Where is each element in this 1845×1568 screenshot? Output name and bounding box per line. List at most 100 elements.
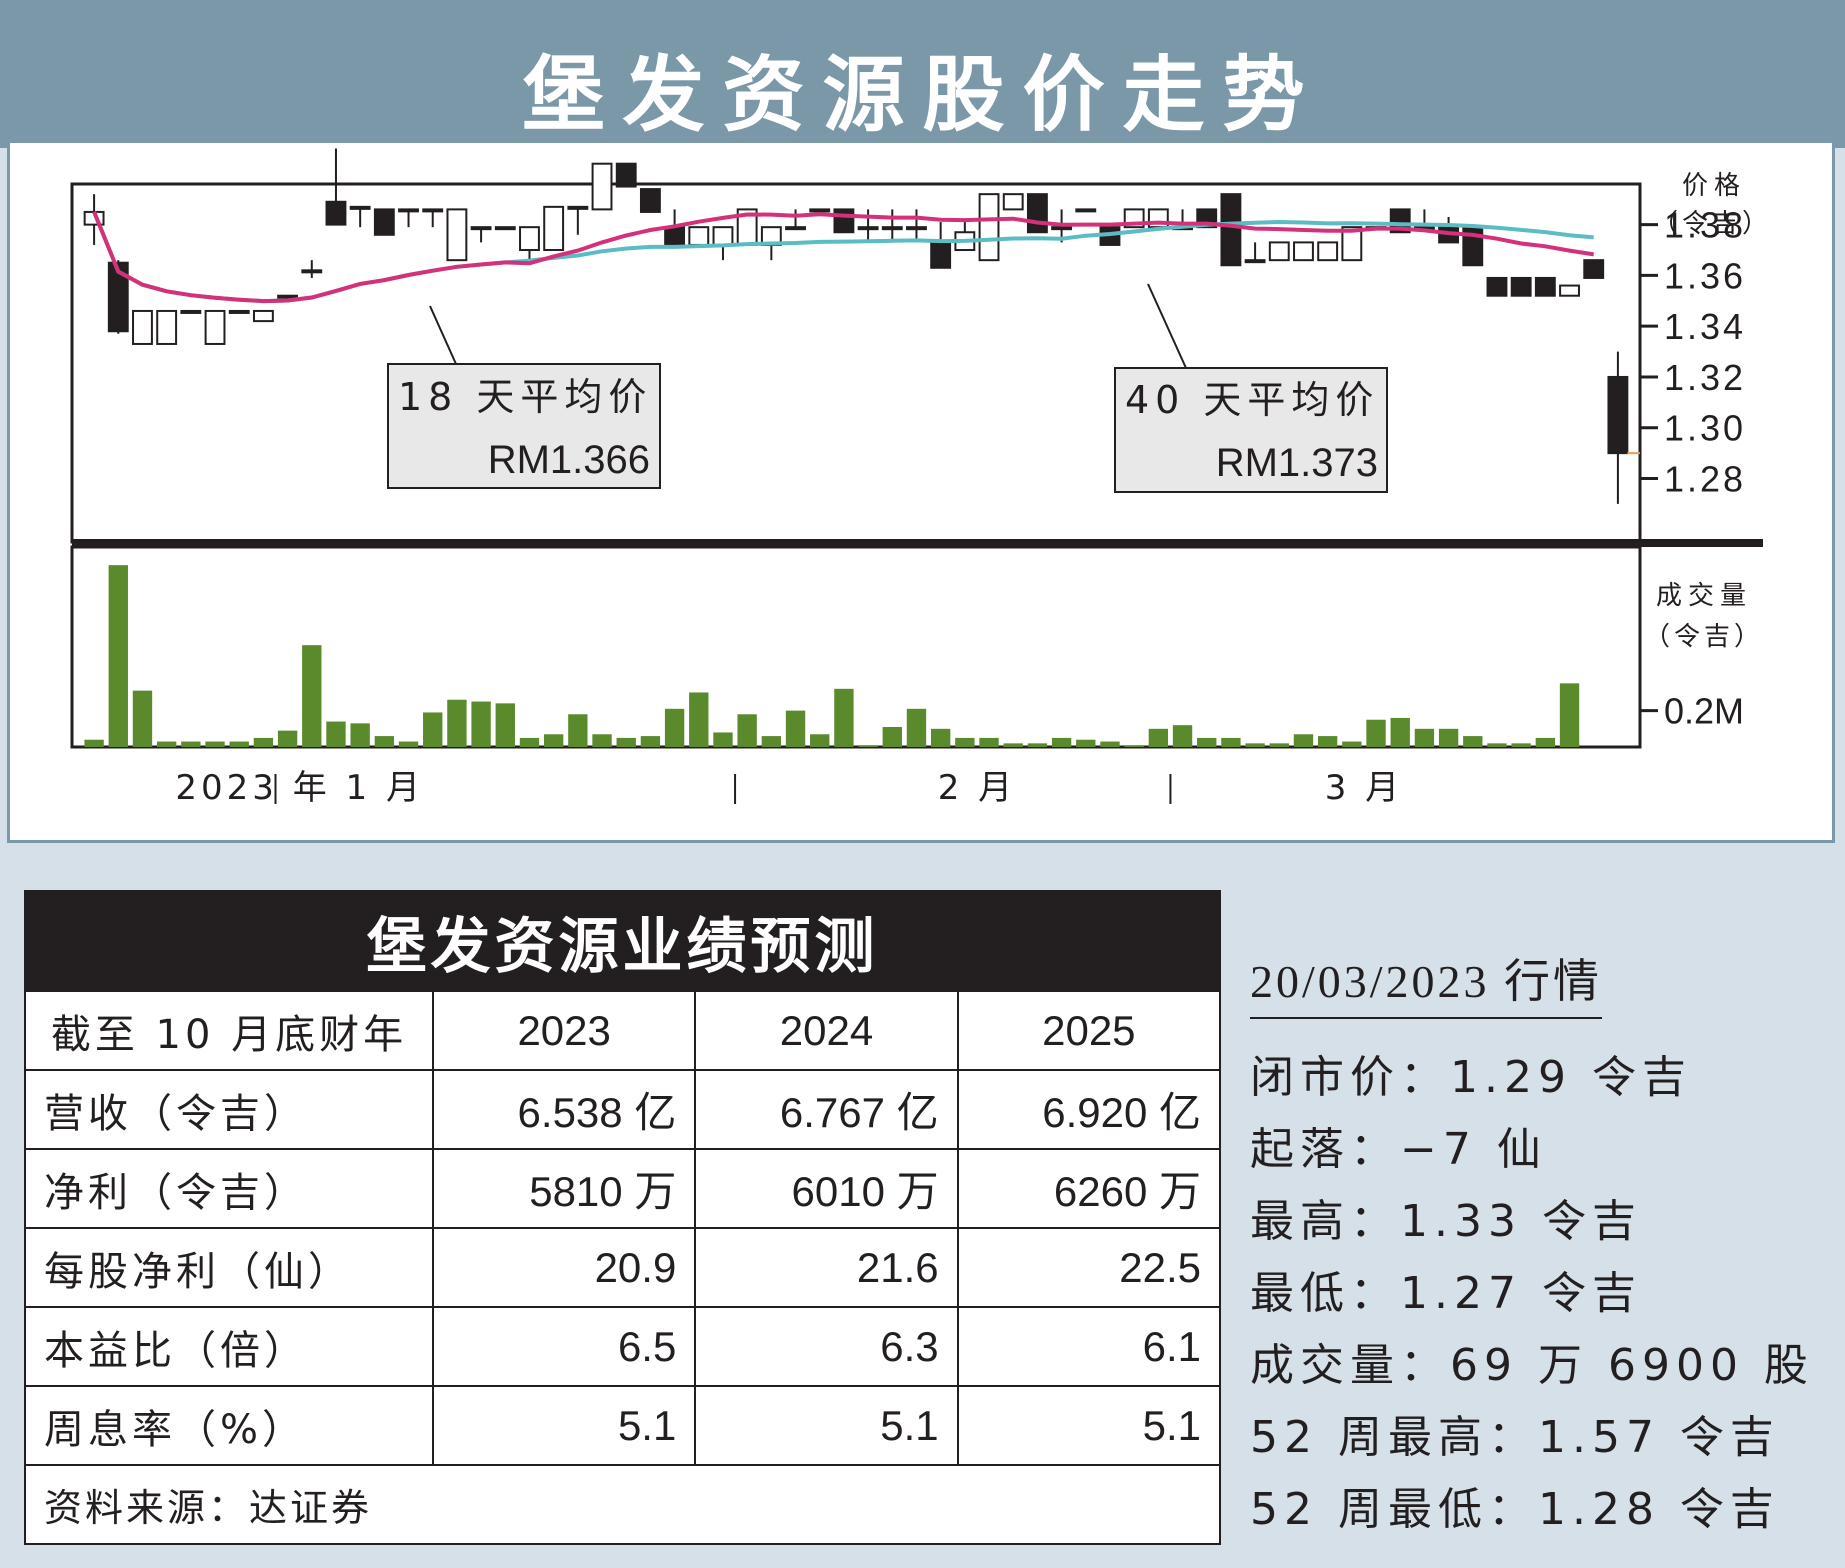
volume-bar	[471, 701, 491, 747]
candle-body	[1583, 259, 1605, 279]
candle-body	[1510, 276, 1532, 297]
market-52wk-low: 52 周最低：1.28 令吉	[1250, 1484, 1780, 1535]
candle-body	[252, 309, 274, 323]
volume-bar	[882, 727, 902, 747]
candle-body	[1220, 193, 1242, 267]
cell-value: 6.1	[956, 1306, 1222, 1387]
market-low: 最低：1.27 令吉	[1250, 1268, 1642, 1319]
volume-bar	[785, 710, 806, 747]
candle-body	[156, 309, 178, 345]
volume-bar	[858, 745, 878, 747]
candle-body	[470, 226, 492, 231]
candle-body	[228, 309, 250, 314]
candle-body	[930, 241, 952, 269]
market-close: 闭市价：1.29 令吉	[1250, 1052, 1692, 1103]
volume-bar	[592, 734, 612, 747]
volume-bar	[689, 692, 709, 747]
candle-body	[1051, 226, 1073, 231]
market-heading: 20/03/2023 行情	[1250, 945, 1603, 1019]
candle-body	[785, 226, 806, 231]
candle-body	[325, 200, 347, 226]
volume-tick-label: 0.2M	[1664, 691, 1744, 732]
row-label: 营收（令吉）	[24, 1069, 434, 1150]
candle-body	[1341, 226, 1363, 262]
price-axis-unit: （令吉）	[1652, 209, 1772, 239]
candle-body	[1559, 284, 1580, 297]
volume-bar	[616, 737, 636, 747]
cell-value: 5810 万	[431, 1148, 697, 1229]
table-row: 每股净利（仙） 20.9 21.6 22.5	[24, 1227, 1222, 1308]
volume-bar	[495, 703, 515, 747]
candle-body	[301, 269, 323, 274]
ma18-callout: 18 天平均价 RM1.366	[387, 363, 661, 489]
candle-body	[543, 205, 565, 252]
candle-body	[1244, 259, 1266, 264]
volume-bar	[181, 741, 201, 747]
row-label: 净利（令吉）	[24, 1148, 434, 1229]
candle-body	[881, 226, 903, 231]
candle-body	[446, 208, 468, 262]
candle-body	[1607, 375, 1629, 455]
ma18-line	[92, 211, 1595, 304]
candle-body	[615, 162, 637, 188]
cell-value: 6.5	[431, 1306, 697, 1387]
volume-axis-label: 成交量	[1656, 581, 1752, 611]
candle-body	[833, 208, 855, 234]
volume-bar	[1051, 737, 1072, 747]
volume-bar	[277, 730, 298, 747]
candle-body	[494, 226, 516, 231]
ma18-callout-value: RM1.366	[488, 438, 650, 482]
volume-bar	[1269, 743, 1289, 747]
volume-bar	[1221, 737, 1241, 747]
x-axis-label: 2 月	[938, 768, 1016, 808]
volume-bar	[205, 741, 225, 747]
market-change: 起落：−7 仙	[1250, 1124, 1547, 1175]
volume-bar	[1076, 739, 1096, 747]
volume-bar	[1027, 743, 1048, 747]
volume-bar	[447, 699, 467, 747]
candle-body	[567, 205, 589, 210]
candle-body	[1026, 193, 1048, 234]
forecast-header-label: 截至 10 月底财年	[24, 990, 434, 1071]
source-note: 资料来源：达证券	[24, 1464, 1221, 1545]
volume-bar	[568, 714, 588, 747]
volume-bar	[1245, 743, 1265, 747]
cell-value: 20.9	[431, 1227, 697, 1308]
volume-bar	[1438, 728, 1459, 747]
candle-body	[349, 205, 371, 210]
volume-bar	[374, 736, 395, 747]
volume-bar	[1317, 736, 1338, 747]
price-tick-label: 1.38	[1664, 205, 1746, 246]
candle-body	[591, 162, 613, 211]
price-tick-label: 1.28	[1664, 459, 1746, 500]
volume-bar	[229, 741, 249, 747]
table-row: 周息率（%） 5.1 5.1 5.1	[24, 1385, 1222, 1466]
candle-body	[712, 226, 734, 246]
cell-value: 5.1	[431, 1385, 697, 1466]
volume-bar	[664, 708, 685, 747]
volume-bar	[156, 741, 177, 747]
cell-value: 6.767 亿	[694, 1069, 959, 1150]
market-volume: 成交量：69 万 6900 股	[1250, 1340, 1814, 1391]
volume-bar	[253, 737, 274, 747]
forecast-header-year: 2024	[694, 990, 959, 1071]
volume-bar	[737, 714, 757, 747]
volume-bar	[640, 736, 661, 747]
cell-value: 6.3	[694, 1306, 959, 1387]
volume-bar	[1100, 741, 1120, 747]
candle-body	[639, 188, 661, 213]
candle-body	[1389, 208, 1411, 234]
volume-bar	[423, 712, 443, 747]
row-label: 每股净利（仙）	[24, 1227, 434, 1308]
candle-body	[688, 226, 710, 246]
candle-body	[906, 226, 927, 231]
price-tick-label: 1.34	[1664, 306, 1746, 347]
candle-body	[204, 309, 226, 345]
volume-bar	[1197, 737, 1217, 747]
candle-body	[664, 226, 686, 246]
table-row: 营收（令吉） 6.538 亿 6.767 亿 6.920 亿	[24, 1069, 1222, 1150]
volume-bar	[519, 737, 540, 747]
volume-bar	[1148, 728, 1169, 747]
candle-body	[107, 261, 129, 333]
candle-body	[180, 309, 202, 314]
